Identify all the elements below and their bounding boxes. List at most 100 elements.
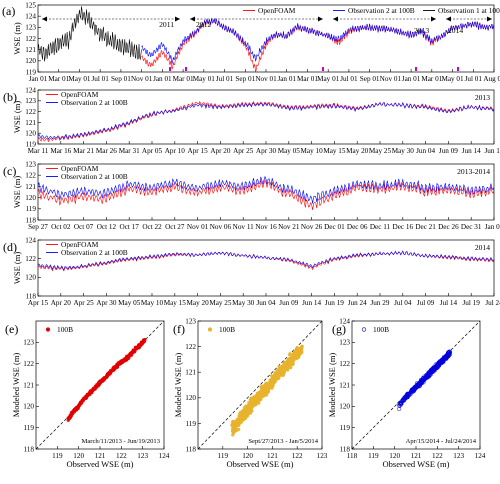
scatter-point-e (85, 392, 90, 397)
panel-a-xtick-label: Jan 01 (29, 75, 48, 83)
scatter-point-f (288, 352, 292, 356)
panel-g-xtick-label: 122 (432, 452, 443, 460)
scatter-point-f (284, 361, 288, 365)
scatter-point-f (270, 374, 274, 379)
scatter-point-g (436, 361, 442, 366)
series-line-c (38, 179, 494, 211)
panel-c-plot-area (38, 175, 494, 211)
panel-e-xtick-label: 124 (159, 452, 170, 460)
series-line-b (38, 101, 494, 140)
panel-g-ylabel: Modeled WSE (m) (327, 353, 337, 418)
scatter-point-f (247, 409, 251, 413)
panel-d-ytick-label: 124 (25, 236, 36, 244)
panel-a-ytick-label: 123 (25, 24, 36, 32)
panel-g-xtick-label: 120 (389, 452, 400, 460)
panel-a-xtick-label: Mar 01 (173, 75, 194, 83)
series-line-b (38, 100, 494, 143)
period-annotation: 2013-2014 (457, 167, 490, 176)
scatter-point-e (102, 377, 107, 381)
period-arrow-head (333, 16, 338, 22)
scatter-point-g (433, 365, 438, 370)
panel-e-xlabel: Observed WSE (m) (67, 459, 134, 469)
panel-b-ylabel: WSE (m) (12, 101, 22, 134)
scatter-point-g (397, 406, 402, 411)
panel-a-xtick-label: Sep 01 (360, 75, 380, 83)
panel-b-xtick-label: Mar 21 (73, 147, 94, 155)
scatter-point-f (285, 368, 290, 372)
panel-a-xtick-label: Jan 01 (153, 75, 172, 83)
scatter-point-f (240, 412, 245, 417)
panel-a-xtick-label: Jul 01 (91, 75, 109, 83)
scatter-point-e (123, 359, 127, 363)
panel-a-xtick-label: Mar 01 (421, 75, 442, 83)
scatter-point-f (266, 383, 270, 387)
panel-f-ytick-label: 121 (185, 369, 196, 377)
legend-entry-f: 100B (219, 325, 235, 334)
period-marker (169, 67, 171, 71)
scatter-point-f (231, 433, 235, 437)
panel-a-xtick-label: Jul 01 (340, 75, 358, 83)
panel-g-ytick-label: 121 (339, 381, 350, 389)
panel-a-xtick-label: Jul 01 (465, 75, 483, 83)
panel-b-xtick-label: May 10 (301, 147, 324, 155)
scatter-point-f (268, 385, 272, 389)
scatter-point-e (126, 355, 130, 359)
panel-f-ytick-label: 119 (185, 420, 196, 428)
legend-entry-g: 100B (373, 325, 389, 334)
panel-b-xtick-label: May 05 (278, 147, 301, 155)
panel-b-ytick-label: 119 (25, 140, 36, 148)
panel-b-xtick-label: Jun 04 (416, 147, 435, 155)
scatter-point-f (258, 397, 262, 401)
panel-f-xtick-label: 119 (218, 452, 229, 460)
legend-entry-a: OpenFOAM (258, 6, 296, 15)
panel-c-xtick-label: Dec 31 (461, 223, 482, 231)
panel-a-xtick-label: Jul 01 (216, 75, 234, 83)
scatter-point-e (79, 401, 83, 405)
panel-c-xtick-label: Oct 02 (51, 223, 71, 231)
panel-a-xtick-label: Jan 01 (402, 75, 421, 83)
scatter-point-e (132, 349, 136, 354)
scatter-point-g (441, 355, 446, 360)
scatter-point-f (276, 375, 280, 379)
scatter-point-e (143, 338, 147, 342)
panel-f-frame (197, 320, 323, 450)
legend-entry-a: Observation 1 at 100B (438, 6, 500, 15)
panel-d-xtick-label: Jun 19 (325, 299, 344, 307)
panel-label-f: (f) (173, 322, 185, 336)
date-range-annotation: March/11/2013 - Jun/19/2013 (81, 438, 160, 445)
legend-entry-d: OpenFOAM (61, 240, 99, 249)
panel-b-plot-area (38, 100, 494, 143)
scatter-point-g (447, 350, 452, 355)
panel-b-xtick-label: Mar 26 (96, 147, 117, 155)
panel-e-ytick-label: 120 (23, 403, 34, 411)
panel-c-xtick-label: Dec 16 (393, 223, 414, 231)
panel-d-xtick-label: Jun 29 (371, 299, 390, 307)
panel-g-ytick-label: 119 (339, 424, 350, 432)
panel-g-ytick-label: 123 (339, 339, 350, 347)
scatter-point-f (258, 390, 262, 395)
panel-f-xtick-label: 123 (317, 452, 328, 460)
scatter-point-g (418, 377, 423, 383)
panel-g-xtick-label: 123 (453, 452, 464, 460)
panel-b-ytick-label: 120 (25, 130, 36, 138)
period-marker (457, 67, 459, 71)
panel-b-xtick-label: Jun 19 (485, 147, 500, 155)
panel-b-ytick-label: 123 (25, 97, 36, 105)
panel-c-ytick-label: 118 (25, 216, 36, 224)
panel-c-ylabel: WSE (m) (12, 176, 22, 209)
panel-c-xtick-label: Oct 27 (165, 223, 185, 231)
panel-g-points (397, 349, 453, 411)
year-annotation: 2013 (414, 26, 429, 35)
panel-a-plot-area (38, 6, 494, 72)
panel-a-xtick-label: Mar 01 (48, 75, 69, 83)
scatter-point-f (290, 357, 294, 361)
panel-c-xtick-label: Nov 11 (233, 223, 255, 231)
scatter-point-f (231, 422, 236, 426)
scatter-point-e (118, 362, 123, 366)
panel-a-xtick-label: May 01 (68, 75, 91, 83)
panel-e-ytick-label: 118 (23, 445, 34, 453)
date-range-annotation: Sept/27/2013 - Jan/5/2014 (248, 438, 318, 445)
period-annotation: 2014 (475, 243, 490, 252)
panel-label-b: (b) (3, 90, 17, 104)
period-arrow-head (487, 16, 492, 22)
